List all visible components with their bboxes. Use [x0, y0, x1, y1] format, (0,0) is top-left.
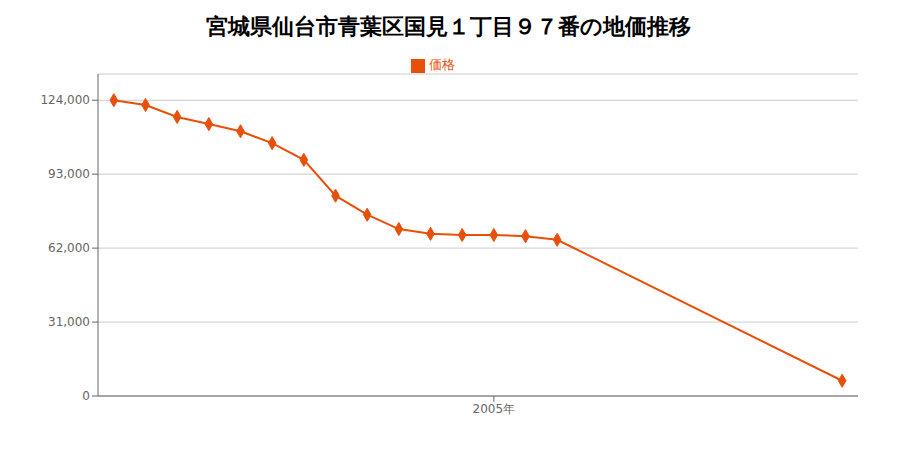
- svg-text:62,000: 62,000: [48, 241, 90, 255]
- svg-text:31,000: 31,000: [48, 315, 90, 329]
- svg-text:2005年: 2005年: [473, 402, 516, 416]
- svg-text:124,000: 124,000: [40, 93, 90, 107]
- html-text:価格: 価格: [429, 57, 455, 72]
- svg-text:93,000: 93,000: [48, 167, 90, 181]
- html-text:宮城県仙台市青葉区国見１丁目９７番の地価推移: 宮城県仙台市青葉区国見１丁目９７番の地価推移: [205, 14, 691, 39]
- svg-text:0: 0: [82, 389, 90, 403]
